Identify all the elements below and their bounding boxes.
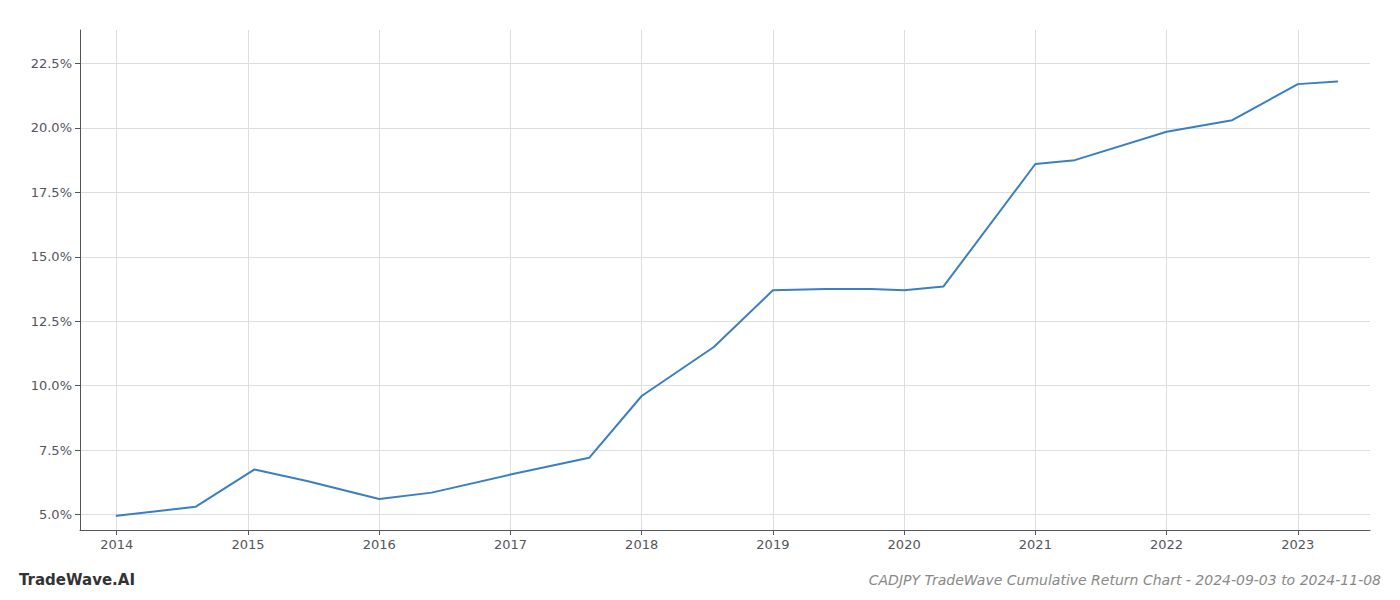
svg-text:2021: 2021 [1019,537,1052,552]
svg-text:2018: 2018 [625,537,658,552]
svg-text:5.0%: 5.0% [39,507,72,522]
svg-text:20.0%: 20.0% [31,120,72,135]
svg-text:CADJPY TradeWave Cumulative Re: CADJPY TradeWave Cumulative Return Chart… [869,572,1381,588]
svg-text:2020: 2020 [888,537,921,552]
svg-text:22.5%: 22.5% [31,56,72,71]
svg-text:2019: 2019 [756,537,789,552]
svg-text:7.5%: 7.5% [39,443,72,458]
svg-text:15.0%: 15.0% [31,249,72,264]
svg-text:10.0%: 10.0% [31,378,72,393]
svg-text:17.5%: 17.5% [31,185,72,200]
svg-text:2017: 2017 [494,537,527,552]
svg-text:2022: 2022 [1150,537,1183,552]
svg-text:2014: 2014 [100,537,133,552]
svg-text:12.5%: 12.5% [31,314,72,329]
svg-text:TradeWave.AI: TradeWave.AI [19,571,135,589]
svg-text:2016: 2016 [363,537,396,552]
svg-text:2023: 2023 [1281,537,1314,552]
svg-text:2015: 2015 [231,537,264,552]
